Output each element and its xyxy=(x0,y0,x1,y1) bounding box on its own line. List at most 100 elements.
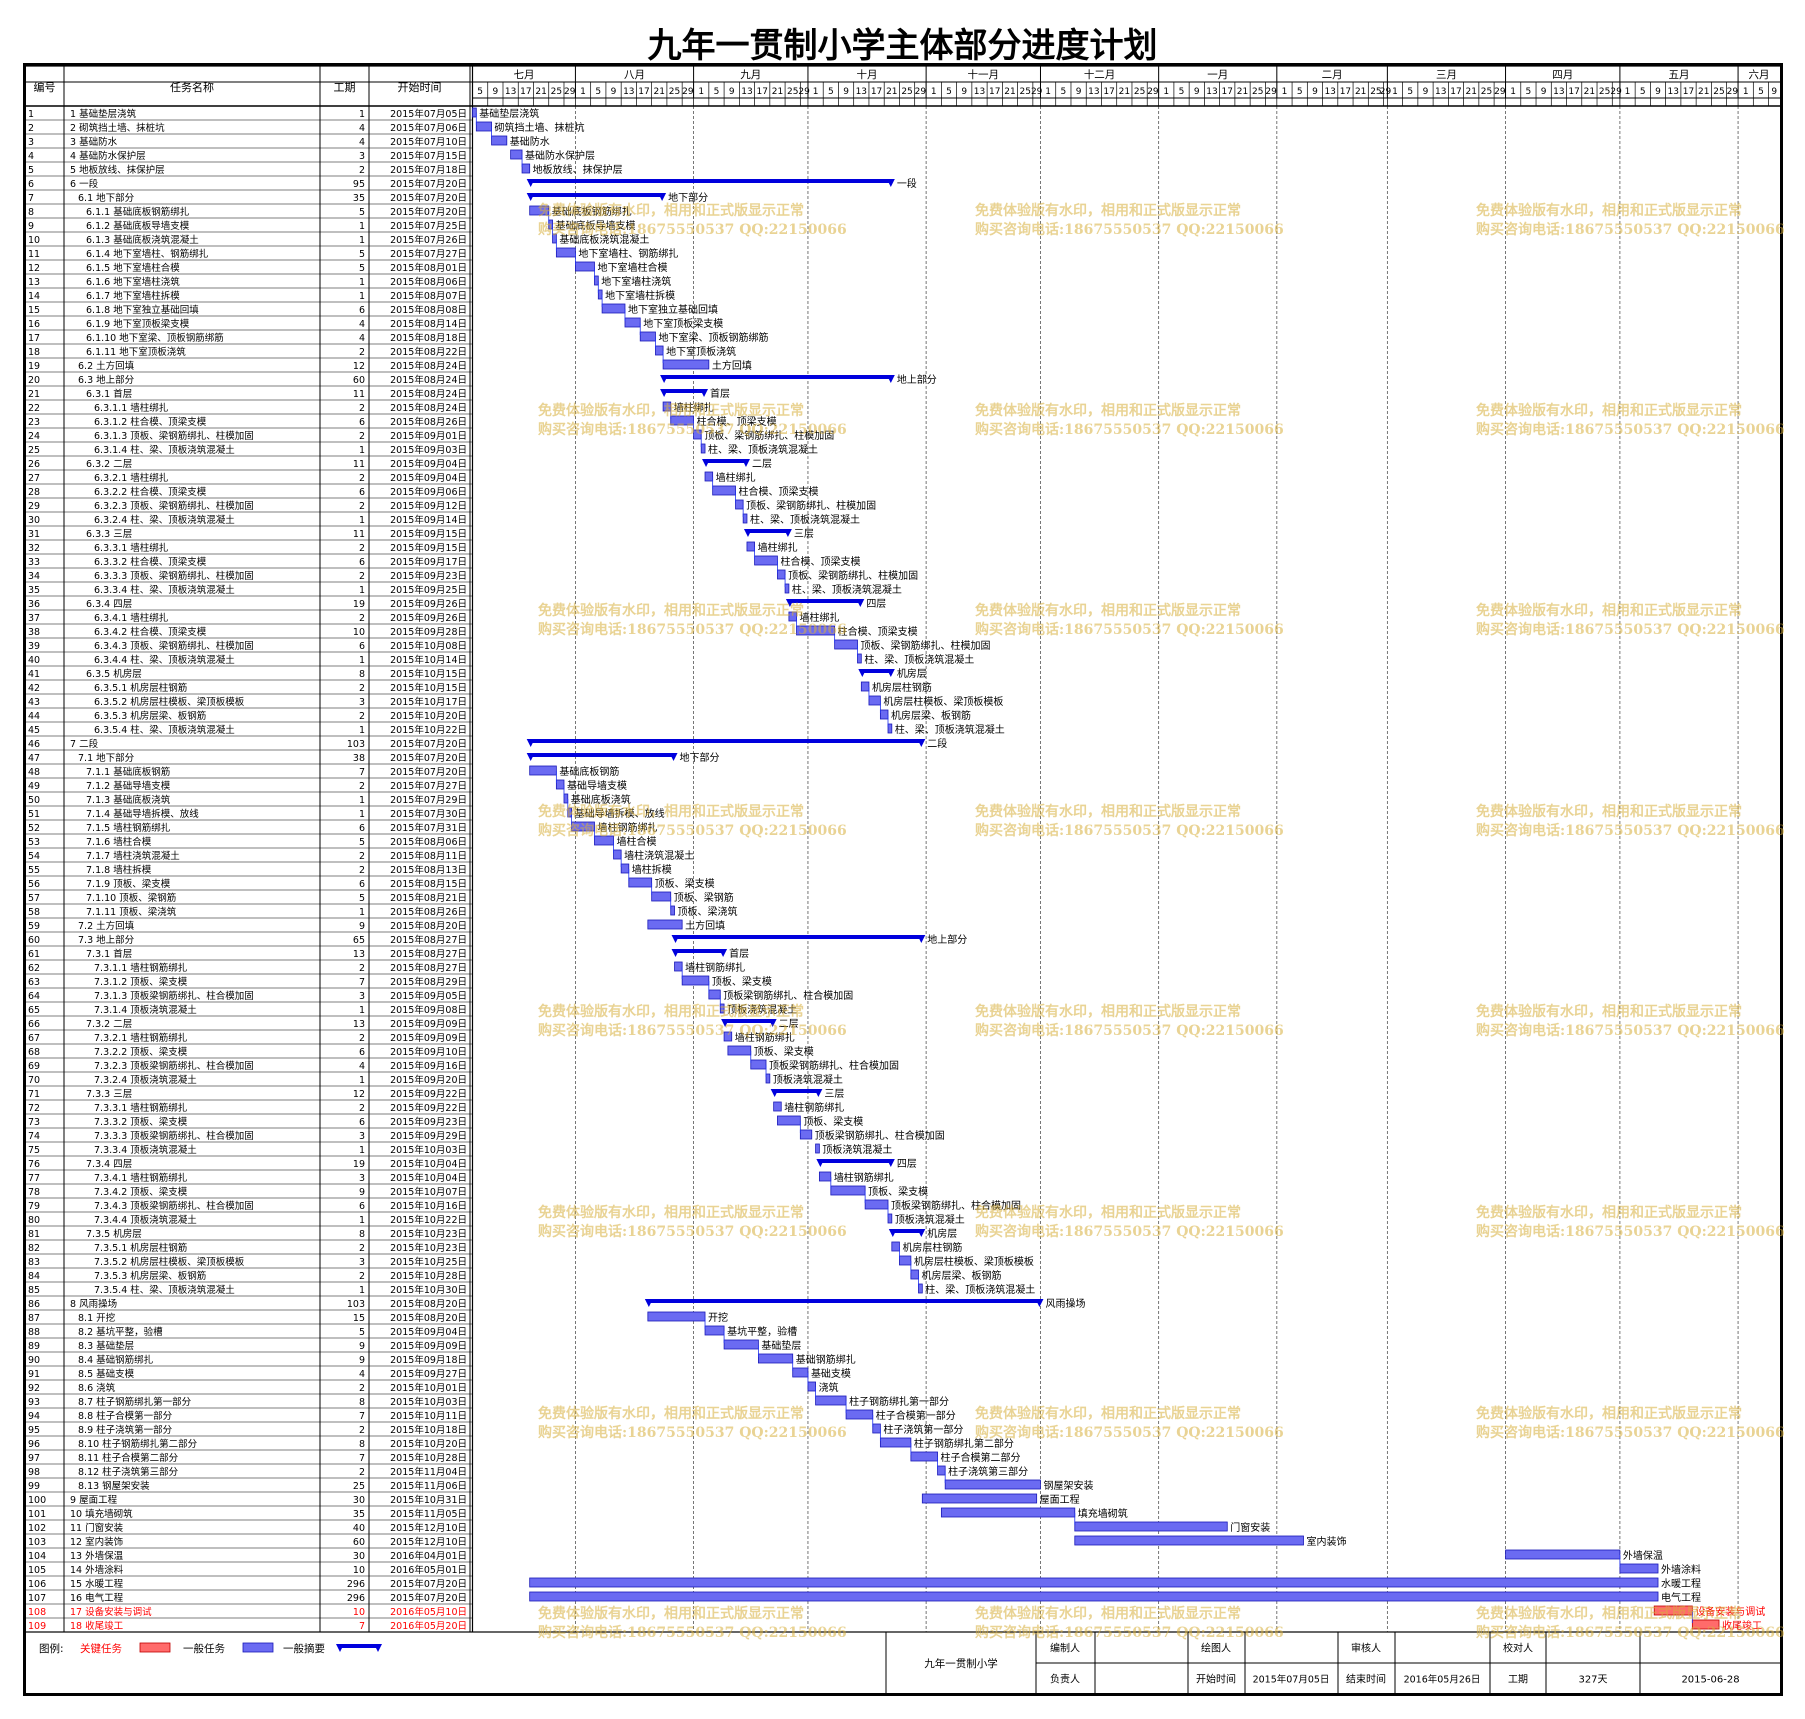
row-duration: 6 xyxy=(359,1117,365,1128)
legend-summary-cap xyxy=(374,1644,382,1652)
row-start-time: 2015年08月24日 xyxy=(390,360,467,372)
day-label: 21 xyxy=(1119,87,1130,97)
row-id: 43 xyxy=(28,697,40,708)
gantt-task-bar xyxy=(750,1059,767,1070)
row-duration: 4 xyxy=(359,1369,365,1380)
row-task-name: 8 风雨操场 xyxy=(70,1298,117,1310)
row-task-name: 11 门窗安装 xyxy=(70,1522,124,1534)
day-label: 13 xyxy=(623,87,634,97)
gantt-bar-label: 墙柱绑扎 xyxy=(758,541,798,554)
row-duration: 35 xyxy=(353,1509,365,1520)
row-task-name: 6.3.1.2 柱合模、顶梁支模 xyxy=(94,416,207,428)
row-task-name: 15 水暖工程 xyxy=(70,1578,124,1590)
gantt-bar-label: 浇筑 xyxy=(819,1381,839,1394)
row-task-name: 7.3.3 三层 xyxy=(86,1089,132,1100)
row-task-name: 4 基础防水保护层 xyxy=(70,150,146,162)
day-label: 13 xyxy=(741,87,752,97)
gantt-task-bar xyxy=(788,611,797,622)
row-duration: 2 xyxy=(359,781,365,792)
gantt-bar-label: 收尾竣工 xyxy=(1722,1619,1762,1632)
gantt-summary-bar xyxy=(674,935,923,939)
gantt-summary-cap xyxy=(816,1159,825,1167)
row-id: 32 xyxy=(28,543,40,554)
row-duration: 6 xyxy=(359,823,365,834)
row-duration: 2 xyxy=(359,165,365,176)
gantt-summary-cap xyxy=(1035,1299,1044,1307)
gantt-bar-label: 基础底板导墙支模 xyxy=(556,219,636,232)
gantt-task-bar xyxy=(510,149,523,160)
gantt-summary-cap xyxy=(917,935,926,943)
row-start-time: 2015年08月27日 xyxy=(390,948,467,960)
row-start-time: 2015年08月24日 xyxy=(390,402,467,414)
row-task-name: 6.3.2.1 墙柱绑扎 xyxy=(94,472,169,484)
gantt-summary-bar xyxy=(773,1089,820,1093)
gantt-bar-label: 四层 xyxy=(866,598,886,610)
gantt-bar-label: 柱、梁、顶板浇筑混凝土 xyxy=(925,1283,1035,1296)
day-label: 13 xyxy=(505,87,516,97)
row-start-time: 2015年12月10日 xyxy=(390,1522,467,1534)
gantt-bar-label: 基础导墙支模 xyxy=(567,779,627,792)
gantt-bar-label: 一段 xyxy=(897,177,917,190)
row-start-time: 2015年10月16日 xyxy=(390,1200,467,1212)
row-id: 19 xyxy=(28,361,40,372)
row-duration: 9 xyxy=(359,921,365,932)
day-label: 25 xyxy=(1713,87,1724,97)
row-start-time: 2015年09月01日 xyxy=(390,430,467,442)
row-duration: 2 xyxy=(359,1103,365,1114)
day-label: 21 xyxy=(772,87,783,97)
day-label: 29 xyxy=(1147,87,1159,97)
gantt-bar-label: 外墙涂料 xyxy=(1661,1563,1701,1576)
row-duration: 2 xyxy=(359,963,365,974)
row-start-time: 2015年09月18日 xyxy=(390,1354,467,1366)
row-start-time: 2015年10月25日 xyxy=(390,1256,467,1268)
gantt-task-bar xyxy=(830,1185,866,1196)
gantt-bar-label: 风雨操场 xyxy=(1045,1297,1085,1310)
row-duration: 2 xyxy=(359,431,365,442)
day-label: 25 xyxy=(1134,87,1145,97)
gantt-summary-bar xyxy=(529,193,664,197)
row-id: 68 xyxy=(28,1047,40,1058)
row-id: 37 xyxy=(28,613,40,624)
row-id: 97 xyxy=(28,1453,40,1464)
gantt-bar-label: 四层 xyxy=(897,1158,917,1170)
gantt-summary-cap xyxy=(658,193,667,201)
month-label: 五月 xyxy=(1668,69,1689,81)
gantt-task-bar xyxy=(834,639,858,650)
month-label: 八月 xyxy=(624,69,645,81)
row-duration: 30 xyxy=(353,1551,365,1562)
gantt-summary-bar xyxy=(724,1019,774,1023)
gantt-critical-bar xyxy=(1691,1619,1720,1630)
row-start-time: 2015年07月18日 xyxy=(390,164,467,176)
day-label: 9 xyxy=(1771,87,1777,97)
row-task-name: 8.3 基础垫层 xyxy=(78,1340,134,1352)
row-id: 79 xyxy=(28,1201,40,1212)
gantt-bar-label: 顶板浇筑混凝土 xyxy=(773,1073,843,1086)
row-duration: 2 xyxy=(359,543,365,554)
row-id: 15 xyxy=(28,305,40,316)
footer-end-label: 结束时间 xyxy=(1346,1673,1386,1686)
gantt-summary-cap xyxy=(526,179,535,187)
gantt-bar-label: 三层 xyxy=(824,1088,844,1100)
row-id: 58 xyxy=(28,907,40,918)
gantt-task-bar xyxy=(594,835,614,846)
row-task-name: 6.1.5 地下室墙柱合模 xyxy=(86,262,180,274)
row-id: 98 xyxy=(28,1467,40,1478)
row-task-name: 7.3.4.1 墙柱钢筋绑扎 xyxy=(94,1172,188,1184)
gantt-summary-cap xyxy=(785,599,794,607)
row-start-time: 2015年10月31日 xyxy=(390,1494,467,1506)
row-id: 23 xyxy=(28,417,40,428)
gantt-bar-label: 地下室墙柱合模 xyxy=(597,261,667,274)
row-duration: 1 xyxy=(359,1285,365,1296)
gantt-bar-label: 基础底板钢筋绑扎 xyxy=(552,205,632,218)
gantt-bar-label: 砌筑挡土墙、抹桩坑 xyxy=(495,121,585,134)
day-label: 25 xyxy=(1370,87,1381,97)
row-task-name: 6.3.3.3 顶板、梁钢筋绑扎、柱模加固 xyxy=(94,570,254,582)
row-start-time: 2015年08月24日 xyxy=(390,388,467,400)
day-label: 5 xyxy=(1526,87,1532,97)
row-duration: 13 xyxy=(353,949,365,960)
row-task-name: 16 电气工程 xyxy=(70,1592,124,1604)
day-label: 17 xyxy=(1222,87,1233,97)
gantt-task-bar xyxy=(704,471,714,482)
day-label: 29 xyxy=(1265,87,1277,97)
